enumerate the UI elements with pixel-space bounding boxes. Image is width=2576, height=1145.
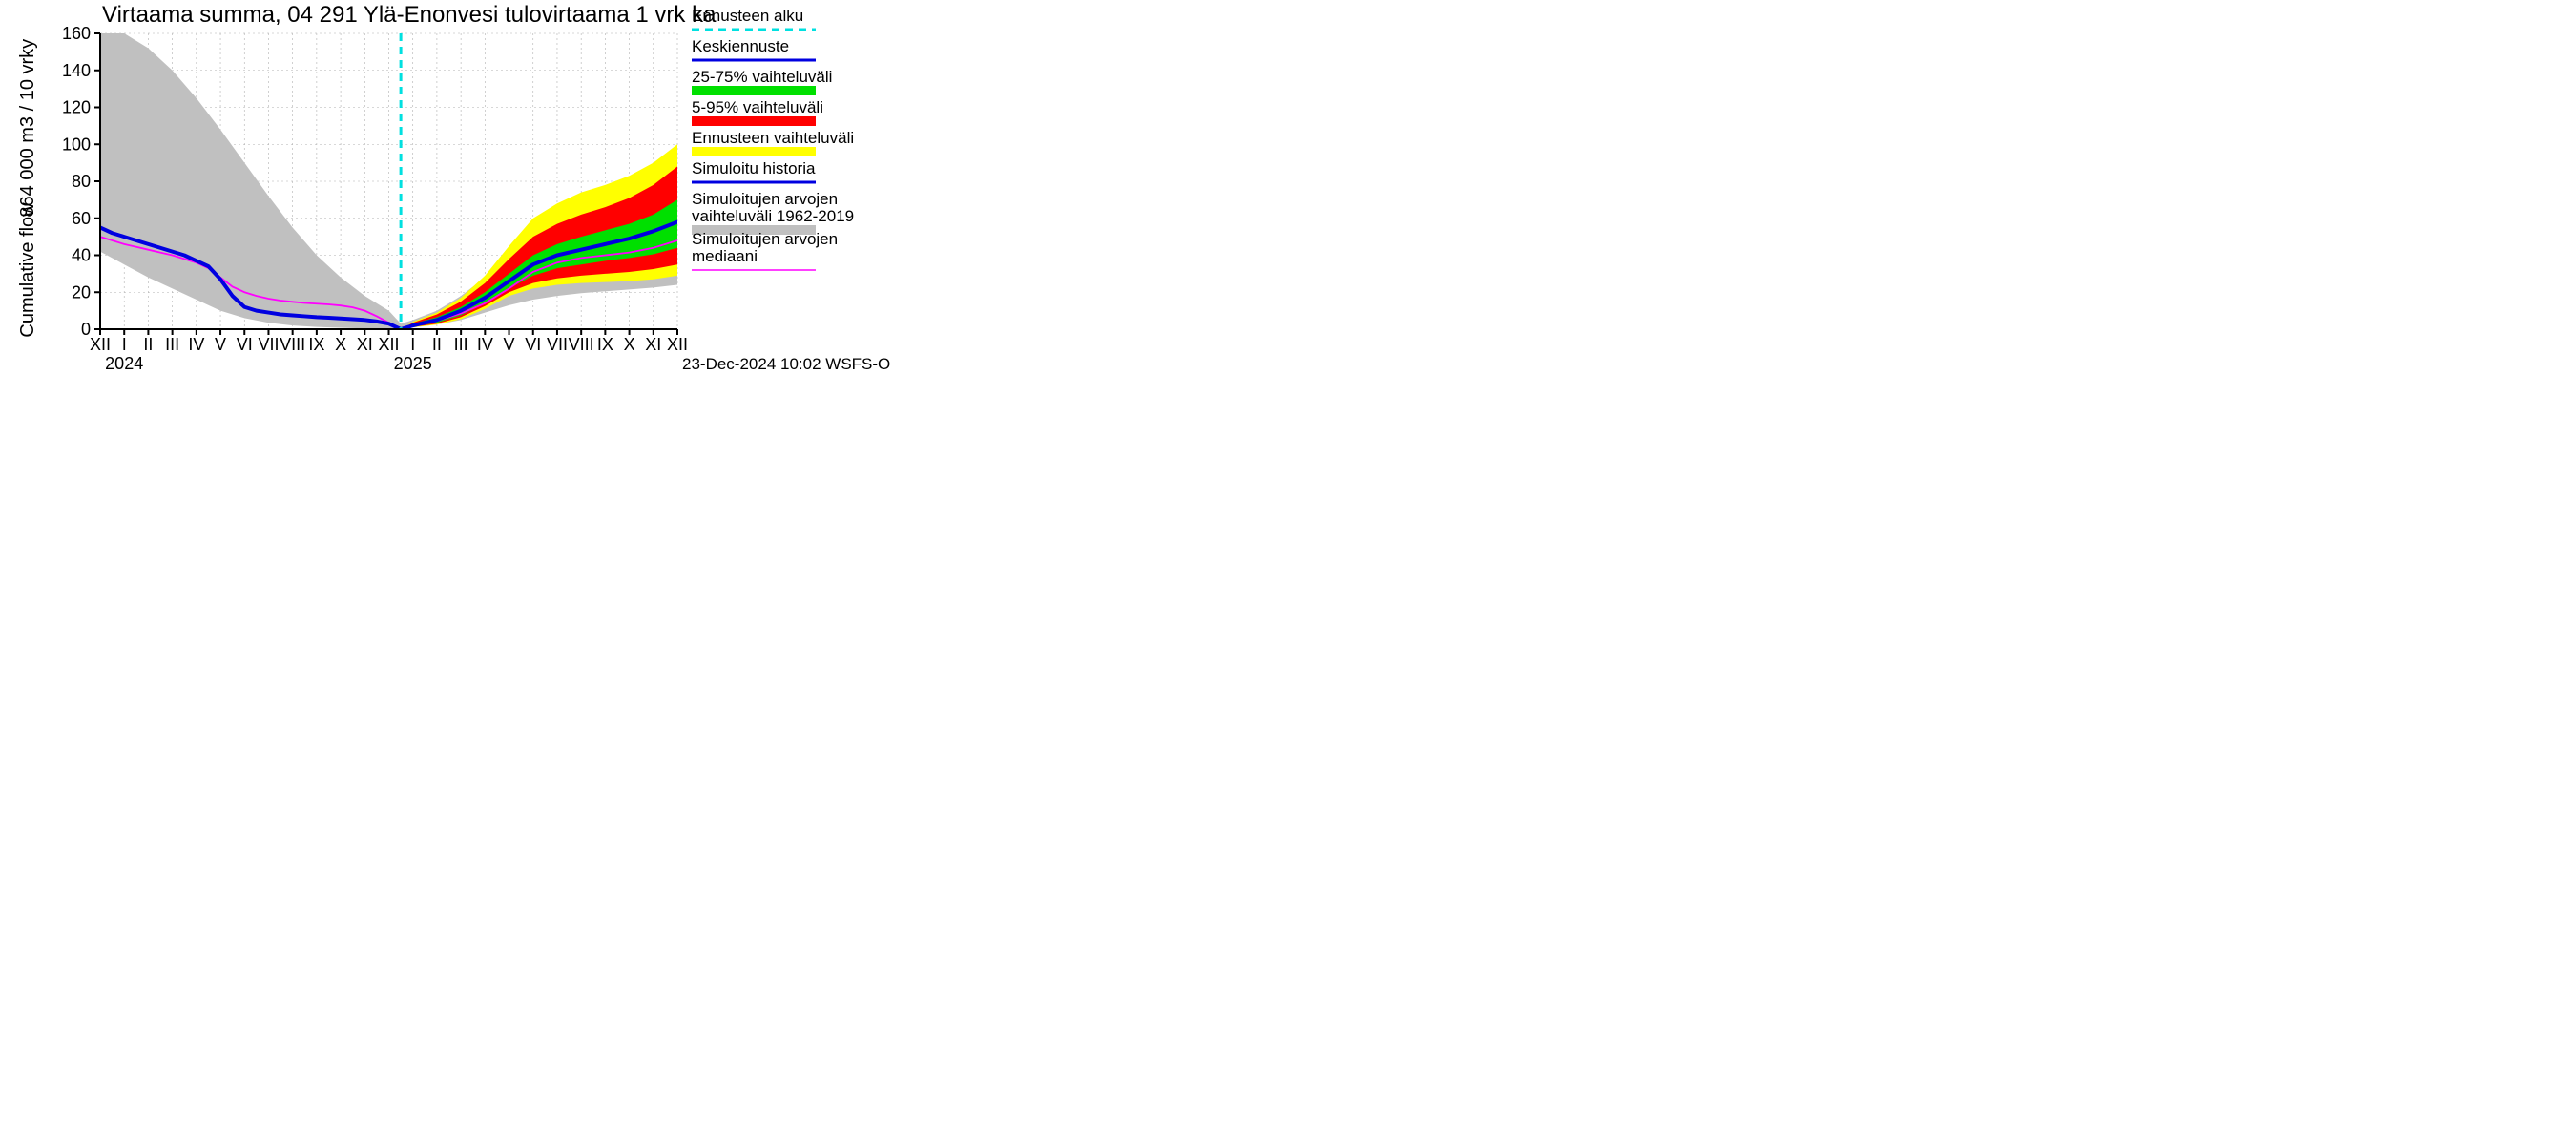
x-tick-label: XII [90, 335, 111, 354]
y-tick-label: 160 [62, 24, 91, 43]
x-tick-label: V [215, 335, 226, 354]
x-tick-label: XII [378, 335, 399, 354]
x-tick-label: VII [258, 335, 279, 354]
y-tick-label: 100 [62, 135, 91, 154]
y-tick-label: 140 [62, 61, 91, 80]
x-tick-label: III [454, 335, 468, 354]
x-tick-label: IV [477, 335, 493, 354]
x-tick-label: VIII [569, 335, 594, 354]
y-tick-label: 40 [72, 246, 91, 265]
y-tick-label: 80 [72, 172, 91, 191]
y-tick-label: 120 [62, 98, 91, 117]
x-tick-label: II [143, 335, 153, 354]
y-axis-label-lower: Cumulative flow [17, 202, 38, 338]
x-tick-label: I [410, 335, 415, 354]
legend: Ennusteen alku Keskiennuste 25-75% vaihtel… [692, 7, 854, 270]
legend-label: Simuloitu historia [692, 159, 816, 177]
legend-label: mediaani [692, 247, 758, 265]
chart-container: 020406080100120140160XIIIIIIIIIVVVIVIIVI… [0, 0, 1431, 639]
x-tick-label: XI [645, 335, 661, 354]
x-tick-label: XI [357, 335, 373, 354]
x-tick-label: IX [308, 335, 324, 354]
legend-label: 5-95% vaihteluväli [692, 98, 823, 116]
x-tick-label: XII [667, 335, 688, 354]
legend-label: vaihteluväli 1962-2019 [692, 207, 854, 225]
footer-text: 23-Dec-2024 10:02 WSFS-O [682, 355, 890, 373]
chart-svg: 020406080100120140160XIIIIIIIIIVVVIVIIVI… [0, 0, 1431, 639]
legend-label: 25-75% vaihteluväli [692, 68, 832, 86]
x-tick-label: IX [597, 335, 613, 354]
y-tick-label: 20 [72, 282, 91, 302]
x-tick-label: VI [525, 335, 541, 354]
legend-label: Simuloitujen arvojen [692, 190, 838, 208]
x-tick-label: V [504, 335, 515, 354]
legend-label: Simuloitujen arvojen [692, 230, 838, 248]
x-tick-label: II [432, 335, 442, 354]
x-tick-label: X [624, 335, 635, 354]
x-tick-label: III [165, 335, 179, 354]
year-label: 2024 [105, 354, 143, 373]
x-tick-label: VII [547, 335, 568, 354]
x-tick-label: VIII [280, 335, 305, 354]
legend-label: Ennusteen vaihteluväli [692, 129, 854, 147]
x-tick-label: VI [237, 335, 253, 354]
y-tick-label: 60 [72, 209, 91, 228]
x-tick-label: I [122, 335, 127, 354]
x-tick-label: X [335, 335, 346, 354]
legend-swatch [692, 147, 816, 156]
year-label: 2025 [394, 354, 432, 373]
chart-title: Virtaama summa, 04 291 Ylä-Enonvesi tulo… [102, 2, 717, 28]
y-axis-label-upper: 864 000 m3 / 10 vrky [17, 39, 38, 218]
legend-label: Ennusteen alku [692, 7, 803, 25]
legend-label: Keskiennuste [692, 37, 789, 55]
legend-swatch [692, 116, 816, 126]
legend-swatch [692, 86, 816, 95]
x-tick-label: IV [188, 335, 204, 354]
